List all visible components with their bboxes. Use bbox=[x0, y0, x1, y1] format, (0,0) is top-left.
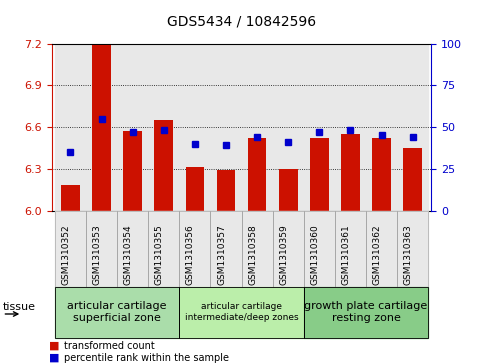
Bar bbox=[304, 44, 335, 211]
Bar bbox=[86, 44, 117, 211]
Text: GSM1310359: GSM1310359 bbox=[279, 224, 288, 285]
Bar bbox=[335, 44, 366, 211]
Text: GSM1310355: GSM1310355 bbox=[155, 224, 164, 285]
Bar bbox=[273, 44, 304, 211]
Bar bbox=[310, 138, 329, 211]
Bar bbox=[185, 167, 204, 211]
Bar bbox=[403, 148, 422, 211]
Text: GSM1310354: GSM1310354 bbox=[124, 224, 133, 285]
Bar bbox=[341, 134, 360, 211]
Text: GSM1310357: GSM1310357 bbox=[217, 224, 226, 285]
Text: ■: ■ bbox=[49, 352, 60, 363]
Bar bbox=[217, 170, 235, 211]
Text: articular cartilage
superficial zone: articular cartilage superficial zone bbox=[68, 301, 167, 323]
Text: transformed count: transformed count bbox=[64, 340, 155, 351]
Text: GDS5434 / 10842596: GDS5434 / 10842596 bbox=[167, 15, 316, 29]
Bar bbox=[154, 120, 173, 211]
Text: articular cartilage
intermediate/deep zones: articular cartilage intermediate/deep zo… bbox=[185, 302, 298, 322]
Bar bbox=[55, 44, 86, 211]
Text: GSM1310358: GSM1310358 bbox=[248, 224, 257, 285]
Bar bbox=[248, 138, 266, 211]
Text: GSM1310353: GSM1310353 bbox=[93, 224, 102, 285]
Text: GSM1310352: GSM1310352 bbox=[62, 224, 70, 285]
Text: GSM1310360: GSM1310360 bbox=[311, 224, 319, 285]
Bar bbox=[179, 44, 211, 211]
Bar bbox=[211, 44, 242, 211]
Bar bbox=[148, 44, 179, 211]
Bar bbox=[123, 131, 142, 211]
Bar bbox=[242, 44, 273, 211]
Text: GSM1310363: GSM1310363 bbox=[404, 224, 413, 285]
Text: tissue: tissue bbox=[2, 302, 35, 312]
Bar bbox=[366, 44, 397, 211]
Text: GSM1310362: GSM1310362 bbox=[373, 224, 382, 285]
Bar bbox=[279, 169, 298, 211]
Bar bbox=[92, 45, 111, 211]
Bar bbox=[61, 185, 80, 211]
Bar bbox=[397, 44, 428, 211]
Bar bbox=[372, 138, 391, 211]
Text: GSM1310361: GSM1310361 bbox=[342, 224, 351, 285]
Text: percentile rank within the sample: percentile rank within the sample bbox=[64, 352, 229, 363]
Text: GSM1310356: GSM1310356 bbox=[186, 224, 195, 285]
Bar bbox=[117, 44, 148, 211]
Text: growth plate cartilage
resting zone: growth plate cartilage resting zone bbox=[304, 301, 427, 323]
Text: ■: ■ bbox=[49, 340, 60, 351]
